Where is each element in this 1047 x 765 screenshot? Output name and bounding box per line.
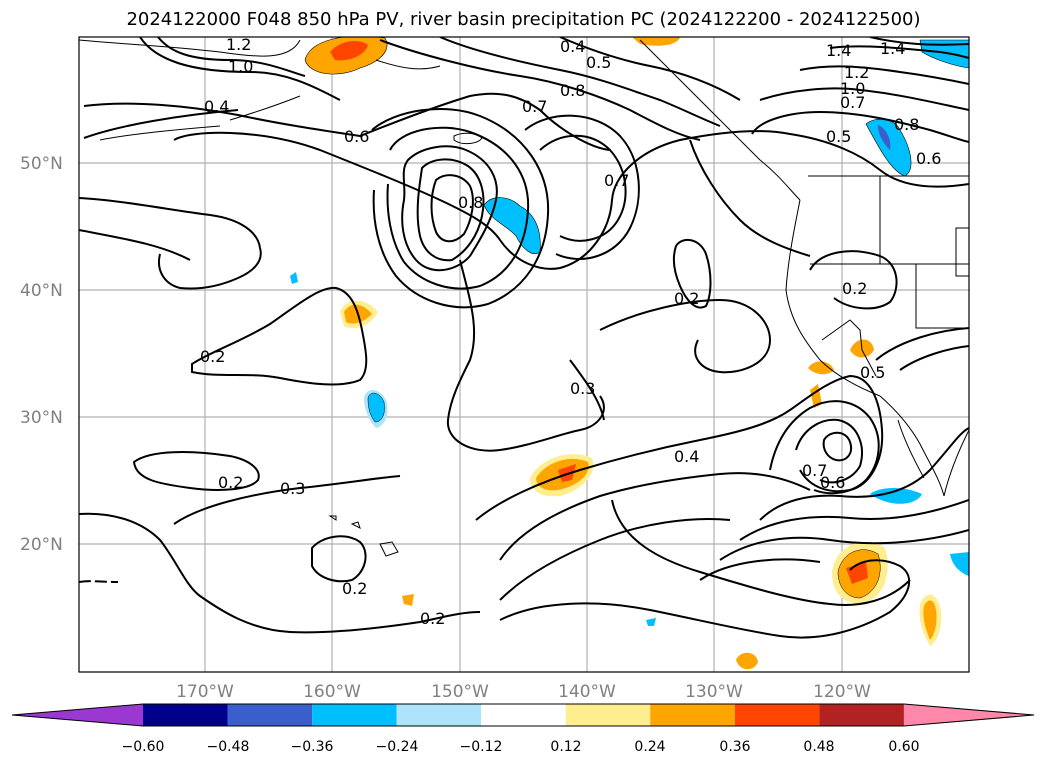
contour-label: 0.3 <box>280 479 305 498</box>
colorbar-outline <box>11 703 1035 727</box>
colorbar-segment <box>12 704 143 726</box>
colorbar-segment <box>565 704 651 726</box>
contour-label: 1.2 <box>226 35 251 54</box>
coastlines <box>79 39 969 557</box>
lon-tick-label: 140°W <box>558 682 616 702</box>
colorbar <box>11 703 1035 727</box>
colorbar-segment <box>396 704 482 726</box>
pv-contours <box>79 37 969 639</box>
contour-label: 0.8 <box>458 193 483 212</box>
colorbar-tick-label: −0.12 <box>460 739 503 755</box>
lon-tick-label: 170°W <box>176 682 234 702</box>
lat-tick-label: 40°N <box>20 281 63 301</box>
lat-tick-label: 30°N <box>20 408 63 428</box>
colorbar-segment <box>481 704 566 726</box>
contour-label: 1.4 <box>826 41 851 60</box>
lat-axis: 50°N 40°N 30°N 20°N <box>20 154 63 555</box>
contour-label: 0.4 <box>674 447 699 466</box>
contour-label: 0.7 <box>604 171 629 190</box>
colorbar-segment <box>312 704 397 726</box>
contour-label: 0.7 <box>522 97 547 116</box>
contour-label: 0.6 <box>916 149 941 168</box>
contour-label: 0.2 <box>342 579 367 598</box>
colorbar-tick-label: −0.24 <box>376 739 419 755</box>
lon-tick-label: 160°W <box>303 682 361 702</box>
contour-label: 0.4 <box>560 37 585 56</box>
contour-label: 0.4 <box>204 97 229 116</box>
contour-label: 0.2 <box>674 289 699 308</box>
colorbar-segment <box>903 704 1034 726</box>
colorbar-tick-label: 0.60 <box>888 739 919 755</box>
colorbar-tick-label: 0.48 <box>803 739 834 755</box>
colorbar-segment <box>227 704 313 726</box>
colorbar-tick-label: 0.12 <box>550 739 581 755</box>
colorbar-segment <box>143 704 228 726</box>
colorbar-segment <box>819 704 904 726</box>
lat-tick-label: 20°N <box>20 535 63 555</box>
contour-label: 1.4 <box>880 39 905 58</box>
contour-label: 0.5 <box>860 363 885 382</box>
lon-tick-label: 150°W <box>431 682 489 702</box>
contour-label: 0.6 <box>344 127 369 146</box>
colorbar-segment <box>734 704 820 726</box>
colorbar-tick-label: −0.36 <box>291 739 334 755</box>
gridlines <box>79 37 969 672</box>
colorbar-tick-labels: −0.60 −0.48 −0.36 −0.24 −0.12 0.12 0.24 … <box>122 739 920 755</box>
colorbar-tick-label: −0.48 <box>207 739 250 755</box>
lon-tick-label: 120°W <box>813 682 871 702</box>
colorbar-tick-label: −0.60 <box>122 739 165 755</box>
contour-label: 1.0 <box>228 57 253 76</box>
contour-label: 0.3 <box>570 379 595 398</box>
colorbar-tick-label: 0.36 <box>719 739 750 755</box>
chart-title: 2024122000 F048 850 hPa PV, river basin … <box>126 9 921 30</box>
contour-label: 0.5 <box>586 53 611 72</box>
lon-tick-label: 130°W <box>685 682 743 702</box>
map-background <box>79 37 969 672</box>
contour-label: 0.7 <box>840 93 865 112</box>
lon-axis: 170°W 160°W 150°W 140°W 130°W 120°W <box>176 682 871 702</box>
contour-label: 0.8 <box>894 115 919 134</box>
contour-label: 0.8 <box>560 81 585 100</box>
contour-label: 0.6 <box>820 473 845 492</box>
contour-label: 0.2 <box>218 473 243 492</box>
map-frame <box>78 36 970 673</box>
contour-label: 1.0 <box>840 79 865 98</box>
contour-label: 0.2 <box>420 609 445 628</box>
contour-label: 0.5 <box>826 127 851 146</box>
contour-label: 1.2 <box>844 63 869 82</box>
contour-label: 0.7 <box>802 461 827 480</box>
contour-labels: 1.2 1.0 0.4 0.6 0.4 0.5 0.7 0.8 1.4 1.4 … <box>200 35 941 628</box>
contour-label: 0.2 <box>200 347 225 366</box>
lat-tick-label: 50°N <box>20 154 63 174</box>
colorbar-segment <box>650 704 735 726</box>
contour-label: 0.2 <box>842 279 867 298</box>
colorbar-tick-label: 0.24 <box>634 739 665 755</box>
